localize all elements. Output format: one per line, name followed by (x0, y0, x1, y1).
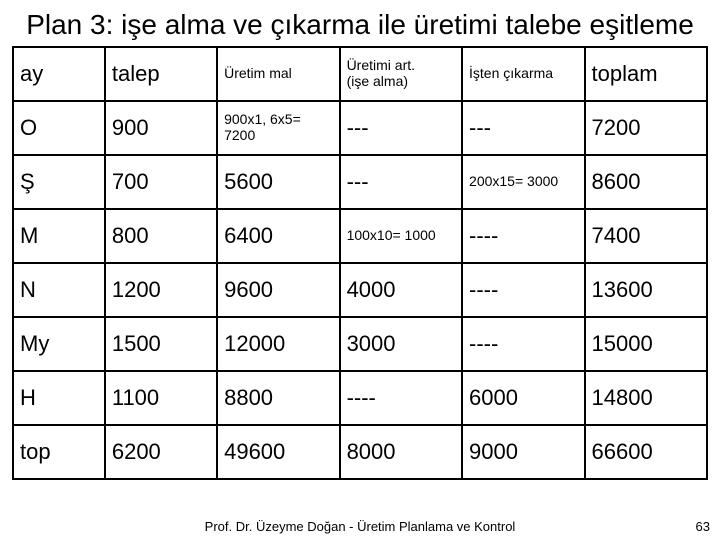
table-cell: --- (462, 101, 584, 155)
table-cell: 49600 (217, 425, 339, 479)
table-cell: H (13, 371, 105, 425)
table-cell: 900x1, 6x5= 7200 (217, 101, 339, 155)
table-cell: --- (340, 155, 462, 209)
table-cell: Ş (13, 155, 105, 209)
table-cell: 4000 (340, 263, 462, 317)
page-number: 63 (696, 519, 710, 534)
table-cell: ---- (462, 317, 584, 371)
table-cell: ---- (462, 209, 584, 263)
table-cell: N (13, 263, 105, 317)
header-cell: talep (105, 47, 217, 101)
table-cell: ---- (340, 371, 462, 425)
header-cell: ay (13, 47, 105, 101)
table-cell: top (13, 425, 105, 479)
table-cell: 900 (105, 101, 217, 155)
header-cell: İşten çıkarma (462, 47, 584, 101)
table-cell: M (13, 209, 105, 263)
table-row: My1500120003000----15000 (13, 317, 707, 371)
table-cell: 6400 (217, 209, 339, 263)
table-header-row: ay talep Üretim mal Üretimi art.(işe alm… (13, 47, 707, 101)
table-cell: 14800 (585, 371, 708, 425)
table-row: H11008800----600014800 (13, 371, 707, 425)
plan-table: ay talep Üretim mal Üretimi art.(işe alm… (12, 46, 708, 480)
table-row: O900900x1, 6x5= 7200------7200 (13, 101, 707, 155)
table-cell: 100x10= 1000 (340, 209, 462, 263)
table-row: M8006400100x10= 1000----7400 (13, 209, 707, 263)
table-cell: 200x15= 3000 (462, 155, 584, 209)
slide-title: Plan 3: işe alma ve çıkarma ile üretimi … (0, 0, 720, 46)
table-cell: 15000 (585, 317, 708, 371)
table-cell: 7400 (585, 209, 708, 263)
table-cell: 8600 (585, 155, 708, 209)
table-cell: My (13, 317, 105, 371)
table-cell: 3000 (340, 317, 462, 371)
table-cell: 800 (105, 209, 217, 263)
table-cell: 66600 (585, 425, 708, 479)
header-cell: Üretimi art.(işe alma) (340, 47, 462, 101)
table-cell: 5600 (217, 155, 339, 209)
table-row: Ş7005600---200x15= 30008600 (13, 155, 707, 209)
footer-text: Prof. Dr. Üzeyme Doğan - Üretim Planlama… (0, 519, 720, 534)
table-row: top6200496008000900066600 (13, 425, 707, 479)
table-cell: 12000 (217, 317, 339, 371)
table-cell: 8000 (340, 425, 462, 479)
table-cell: 8800 (217, 371, 339, 425)
header-cell: Üretim mal (217, 47, 339, 101)
table-cell: O (13, 101, 105, 155)
table-cell: --- (340, 101, 462, 155)
table-cell: ---- (462, 263, 584, 317)
table-cell: 9000 (462, 425, 584, 479)
table-cell: 6200 (105, 425, 217, 479)
table-cell: 6000 (462, 371, 584, 425)
table-cell: 1100 (105, 371, 217, 425)
table-cell: 700 (105, 155, 217, 209)
table-cell: 1200 (105, 263, 217, 317)
table-row: N120096004000----13600 (13, 263, 707, 317)
table-cell: 13600 (585, 263, 708, 317)
table-cell: 9600 (217, 263, 339, 317)
table-cell: 1500 (105, 317, 217, 371)
table-cell: 7200 (585, 101, 708, 155)
header-cell: toplam (585, 47, 708, 101)
